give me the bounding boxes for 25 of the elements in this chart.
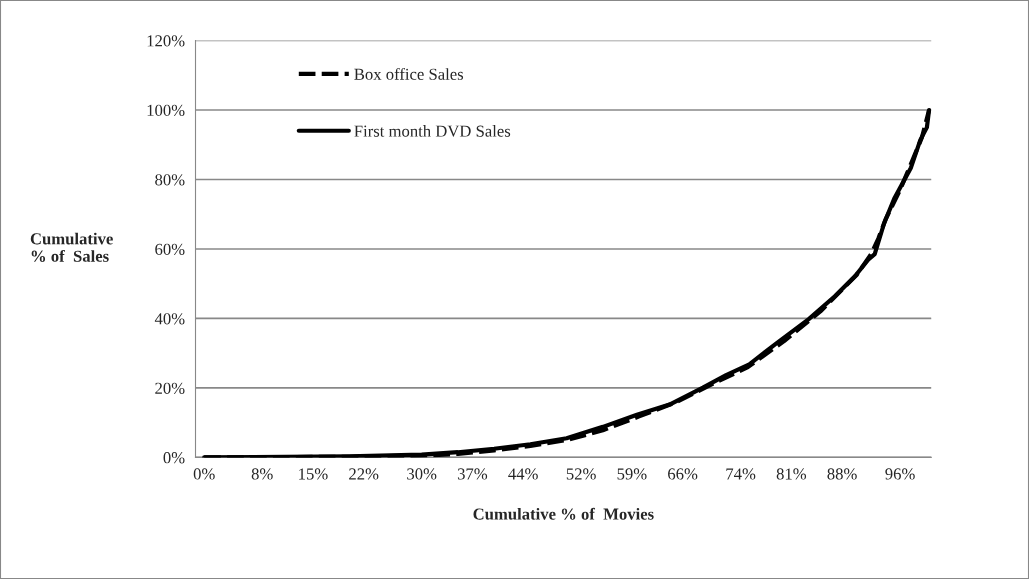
legend-label: Box office Sales xyxy=(354,67,464,80)
x-tick-label: 74% xyxy=(726,468,756,480)
x-tick-label: 44% xyxy=(508,468,538,480)
y-tick-label: 20% xyxy=(155,382,185,394)
x-tick-label: 96% xyxy=(885,468,915,480)
y-tick-label: 120% xyxy=(147,35,185,47)
x-tick-label: 88% xyxy=(827,468,857,480)
x-tick-label: 37% xyxy=(457,468,488,480)
x-tick-label: 0% xyxy=(193,468,215,480)
x-tick-label: 22% xyxy=(349,468,379,480)
x-tick-label: 52% xyxy=(566,468,596,480)
x-tick-label: 30% xyxy=(407,468,437,480)
y-axis-title: Cumulative % of Sales xyxy=(30,232,113,262)
legend-label: First month DVD Sales xyxy=(354,125,511,137)
y-tick-label: 60% xyxy=(155,243,185,255)
y-tick-label: 0% xyxy=(163,452,185,464)
x-tick-label: 81% xyxy=(776,468,807,480)
x-tick-label: 59% xyxy=(617,468,647,480)
y-tick-label: 80% xyxy=(155,174,185,186)
y-tick-label: 40% xyxy=(154,313,185,325)
x-axis-title: Cumulative % of Movies xyxy=(473,507,654,520)
y-tick-label: 100% xyxy=(147,104,185,117)
x-tick-label: 15% xyxy=(299,468,328,480)
x-tick-label: 8% xyxy=(251,468,273,480)
x-tick-label: 66% xyxy=(668,468,698,480)
